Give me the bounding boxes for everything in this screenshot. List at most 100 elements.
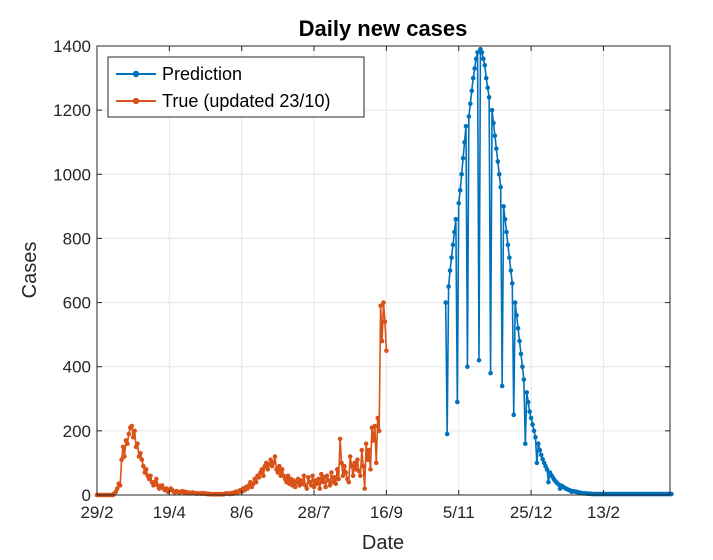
data-point (347, 454, 353, 459)
x-tick-label: 5/11 (443, 503, 475, 522)
x-tick-label: 29/2 (80, 503, 113, 522)
data-point (253, 479, 259, 485)
data-point (524, 390, 530, 395)
data-point (515, 325, 521, 331)
data-point (468, 101, 473, 107)
data-point (279, 467, 285, 472)
data-point (352, 460, 357, 466)
data-point (536, 441, 541, 446)
data-point (492, 133, 498, 139)
data-point (453, 216, 459, 222)
data-point (528, 415, 534, 421)
data-point (540, 456, 545, 462)
chart-title: Daily new cases (299, 16, 468, 41)
data-point (117, 483, 123, 488)
data-point (384, 348, 389, 353)
data-point (301, 473, 307, 479)
data-point (378, 303, 383, 309)
data-point (122, 454, 127, 459)
data-point (119, 457, 124, 463)
data-point (538, 452, 544, 458)
data-point (463, 123, 469, 129)
y-tick-label: 800 (63, 229, 91, 248)
data-point (323, 484, 328, 490)
data-point (521, 377, 527, 382)
legend: Prediction True (updated 23/10) (107, 56, 365, 118)
data-point (465, 364, 470, 370)
data-point (120, 444, 126, 450)
data-point (518, 351, 524, 357)
data-point (530, 422, 535, 427)
data-point (456, 200, 462, 206)
data-point (138, 451, 143, 456)
data-point (261, 473, 266, 479)
data-point (292, 484, 298, 490)
data-point (324, 473, 330, 479)
data-point (482, 62, 488, 68)
data-point (305, 475, 311, 480)
y-tick-label: 600 (63, 294, 91, 313)
data-point (365, 457, 370, 463)
data-point (358, 473, 363, 479)
data-point (447, 268, 453, 273)
legend-true-marker (132, 97, 140, 105)
y-tick-label: 400 (63, 358, 91, 377)
data-point (143, 467, 149, 472)
data-point (501, 204, 506, 209)
data-point (511, 412, 517, 418)
data-point (483, 75, 489, 81)
data-point (379, 338, 385, 344)
x-axis-label: Date (362, 532, 404, 554)
data-point (362, 486, 367, 491)
data-point (272, 454, 278, 459)
data-point (382, 319, 388, 325)
data-point (285, 473, 291, 479)
data-point (129, 423, 135, 429)
x-tick-label: 8/6 (230, 503, 254, 522)
data-point (488, 370, 493, 376)
data-point (132, 428, 137, 434)
data-point (452, 229, 457, 235)
x-tick-label: 13/2 (587, 503, 620, 522)
data-point (114, 486, 120, 491)
data-point (366, 447, 372, 453)
data-point (327, 483, 333, 488)
y-tick-label: 200 (63, 422, 91, 441)
series-true (94, 300, 389, 498)
data-point (148, 473, 153, 479)
data-point (457, 188, 463, 193)
data-point (459, 171, 464, 177)
data-point (504, 229, 509, 235)
data-point (368, 467, 373, 472)
data-point (277, 463, 282, 469)
data-point (444, 431, 450, 437)
data-point (489, 107, 495, 113)
data-point (336, 476, 341, 482)
data-point (473, 56, 479, 62)
data-point (512, 300, 518, 305)
data-point (342, 463, 347, 469)
data-point (350, 473, 356, 479)
data-point (455, 399, 460, 405)
data-point (356, 468, 362, 474)
y-tick-label: 1200 (53, 101, 91, 120)
data-point (546, 479, 551, 485)
data-point (271, 460, 276, 466)
data-point (517, 338, 522, 344)
data-point (460, 155, 466, 161)
data-point (317, 486, 323, 491)
data-point (334, 467, 340, 472)
data-point (125, 441, 130, 446)
data-point (371, 438, 376, 443)
data-point (537, 447, 543, 453)
data-point (359, 447, 365, 453)
data-point (531, 428, 537, 434)
data-point (360, 463, 366, 469)
data-point (450, 242, 456, 248)
data-point (494, 146, 499, 151)
x-tick-label: 28/7 (297, 503, 330, 522)
data-point (363, 441, 369, 446)
data-point (126, 431, 132, 437)
data-point (339, 460, 344, 466)
x-tick-label: 25/12 (510, 503, 553, 522)
